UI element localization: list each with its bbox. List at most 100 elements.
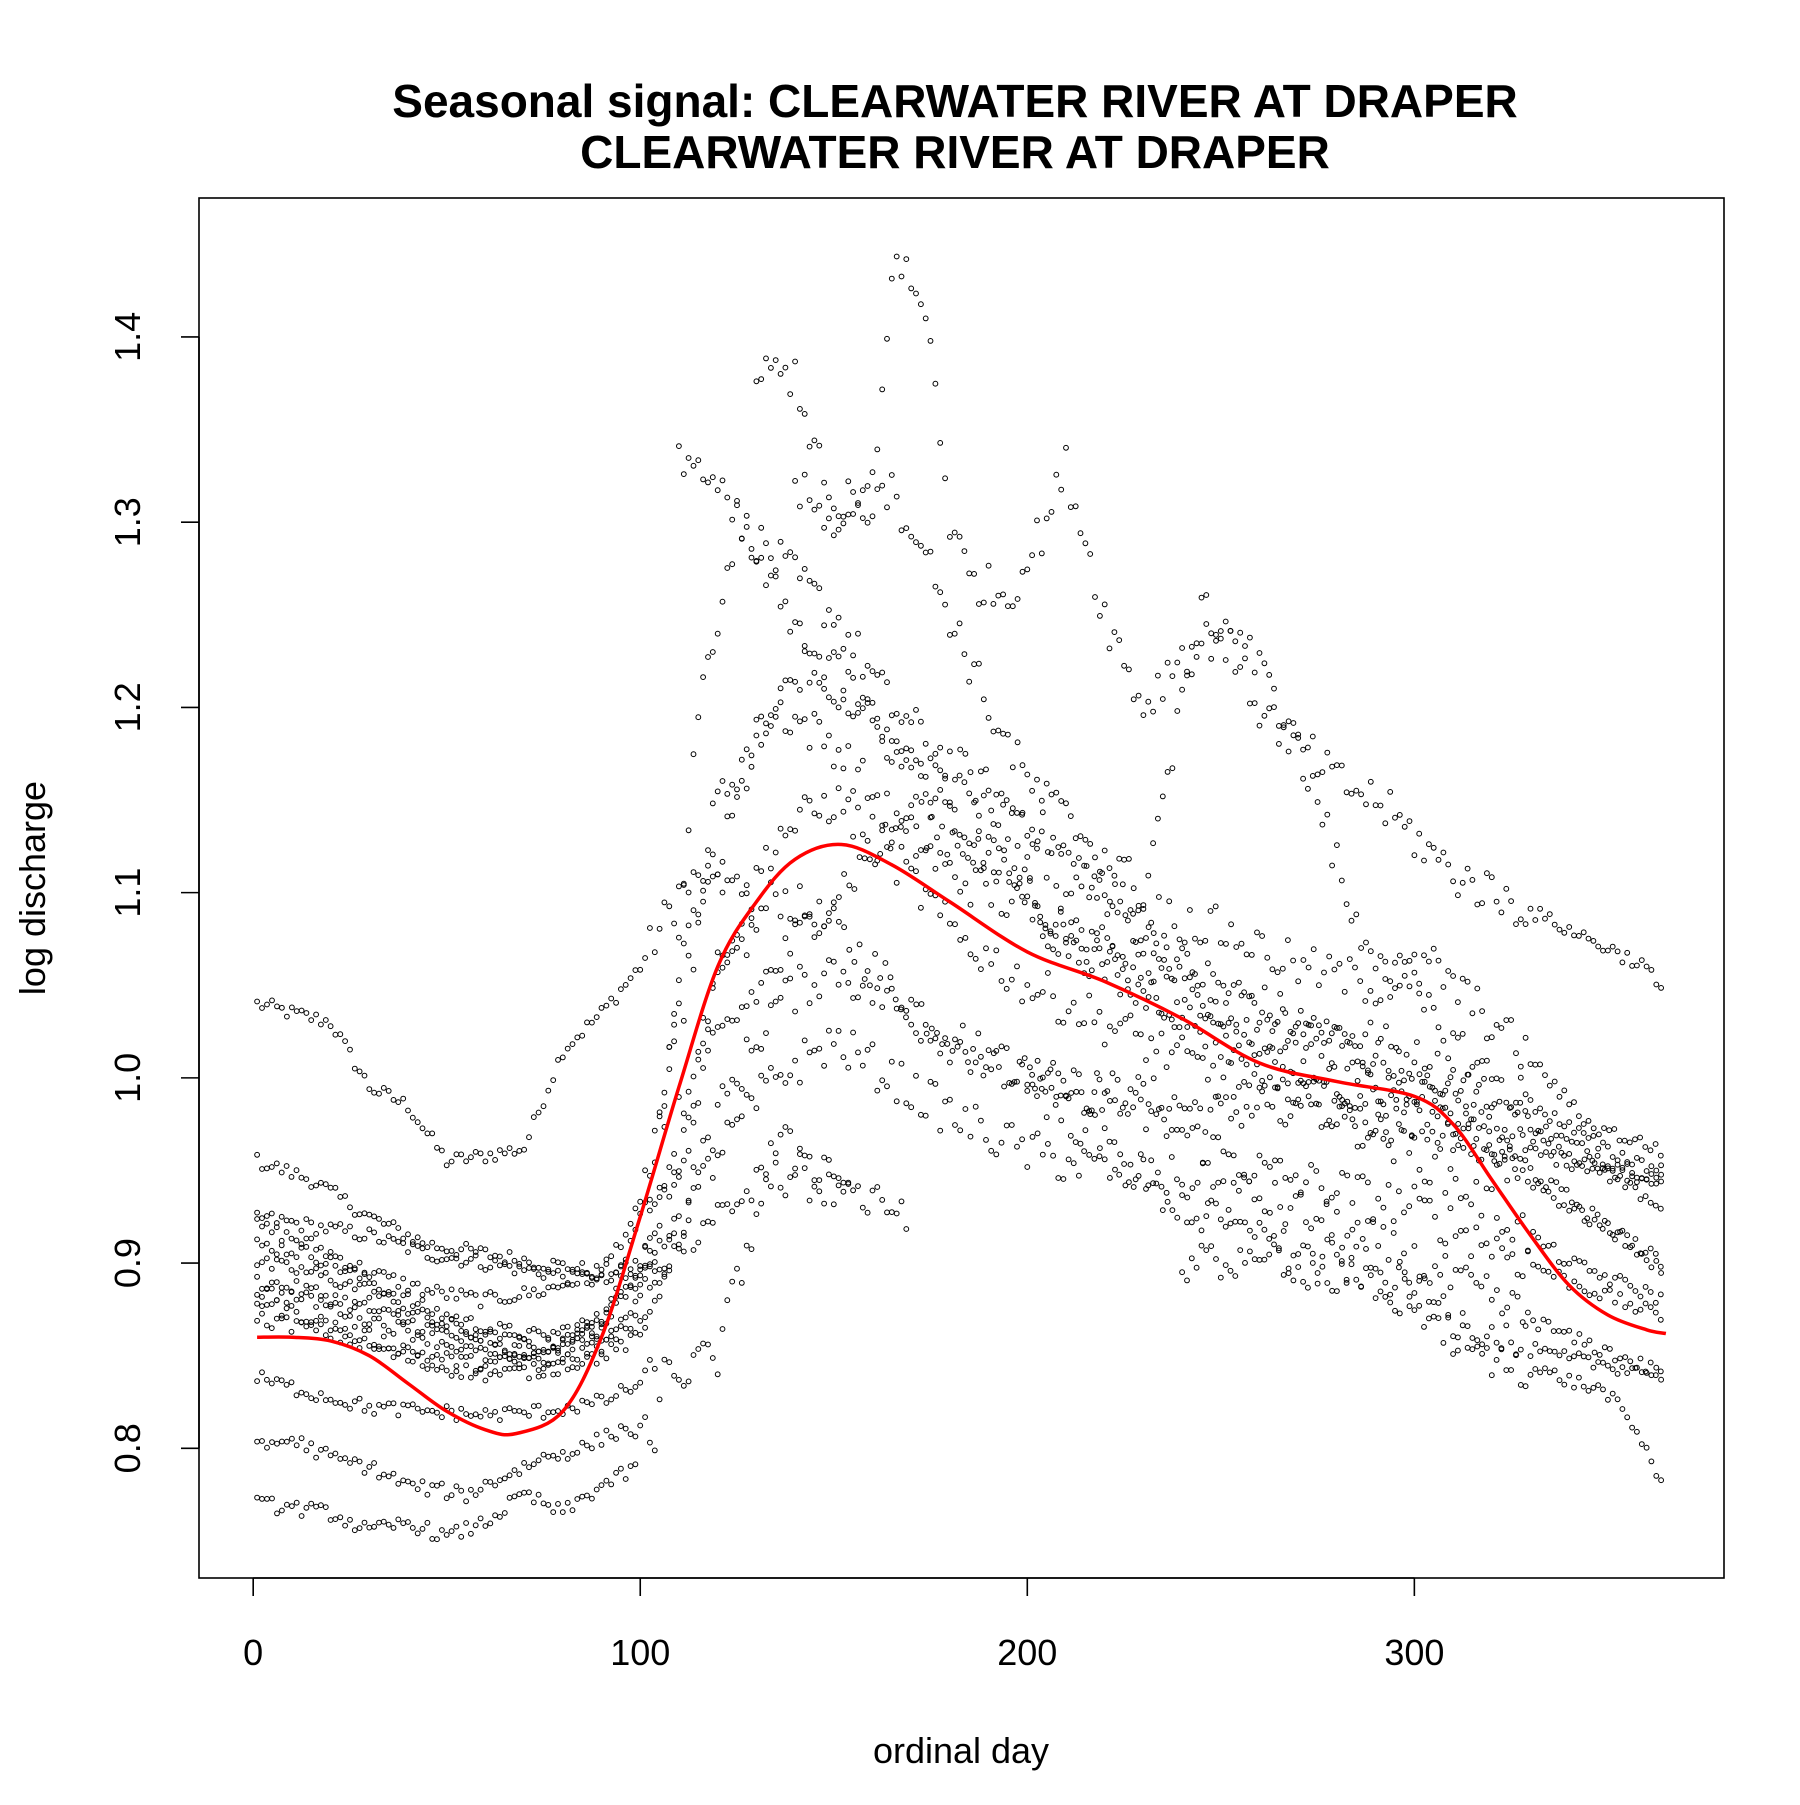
data-point [618, 1244, 624, 1251]
data-point [874, 1087, 881, 1094]
data-point [1303, 1020, 1309, 1027]
data-point [966, 840, 973, 847]
data-point [1336, 1103, 1343, 1110]
data-point [1530, 1317, 1536, 1324]
data-point [1021, 899, 1028, 906]
data-point [729, 781, 736, 788]
data-point [826, 607, 832, 613]
data-point [1068, 919, 1075, 926]
data-point [758, 1200, 765, 1207]
data-point [1236, 1042, 1242, 1049]
data-point [1571, 1339, 1578, 1346]
data-point [1450, 973, 1456, 979]
data-point [983, 880, 989, 887]
data-point [1590, 1125, 1597, 1132]
data-point [1308, 1022, 1314, 1029]
data-point [1161, 1116, 1167, 1123]
data-point [1176, 1024, 1183, 1031]
data-point [1126, 856, 1132, 862]
data-point [627, 1220, 634, 1227]
data-point [356, 1395, 363, 1402]
data-point [608, 1253, 615, 1260]
data-point [1600, 1359, 1606, 1366]
data-point [593, 1311, 600, 1317]
data-point [738, 535, 745, 542]
data-point [1632, 1288, 1639, 1294]
data-point [985, 562, 992, 569]
data-point [1637, 1293, 1644, 1300]
data-point [492, 1409, 499, 1415]
data-point [1292, 1023, 1299, 1030]
data-point [1551, 1348, 1558, 1355]
data-point [1543, 1123, 1549, 1130]
data-point [1576, 1125, 1582, 1131]
data-point [1561, 1381, 1568, 1388]
data-point [1053, 789, 1060, 796]
data-point [1657, 1263, 1664, 1270]
data-point [1421, 1065, 1428, 1072]
data-point [1434, 1113, 1441, 1120]
data-point [965, 855, 971, 861]
data-point [632, 1298, 639, 1305]
data-point [830, 899, 837, 906]
data-point [1621, 1137, 1628, 1144]
data-point [1034, 517, 1040, 524]
data-point [380, 1471, 387, 1478]
data-point [288, 1379, 295, 1386]
data-point [787, 628, 794, 635]
data-point [429, 1290, 436, 1296]
data-point [288, 1174, 295, 1180]
data-point [840, 968, 847, 975]
data-point [937, 589, 944, 596]
data-point [1343, 1276, 1350, 1283]
data-point [888, 472, 895, 478]
data-point [1292, 1193, 1299, 1199]
data-point [1271, 704, 1277, 710]
data-point [1380, 1059, 1387, 1066]
data-point [555, 1284, 561, 1291]
data-point [961, 834, 968, 841]
data-point [1561, 1123, 1568, 1130]
data-point [395, 1412, 402, 1419]
data-point [835, 747, 842, 753]
data-point [289, 1503, 295, 1509]
data-point [1086, 894, 1093, 901]
data-point [434, 1305, 440, 1312]
data-point [676, 934, 682, 941]
data-point [361, 1235, 368, 1242]
data-point [676, 1376, 682, 1383]
data-point [1184, 1132, 1191, 1139]
data-point [1457, 1267, 1464, 1274]
data-point [1440, 1037, 1447, 1044]
data-point [347, 1204, 353, 1211]
data-point [1203, 592, 1210, 598]
data-point [656, 925, 663, 932]
data-point [439, 1288, 445, 1295]
data-point [709, 873, 716, 880]
data-point [1169, 1207, 1176, 1213]
data-point [1267, 1012, 1273, 1019]
data-point [1086, 1152, 1093, 1158]
data-point [497, 1335, 503, 1342]
data-point [1169, 673, 1176, 679]
data-point [782, 888, 789, 895]
data-point [714, 1152, 721, 1159]
data-point [1339, 1170, 1345, 1176]
data-point [1445, 1080, 1451, 1087]
data-point [472, 1522, 479, 1529]
data-point [1158, 1030, 1165, 1037]
data-point [1137, 1151, 1144, 1158]
data-point [763, 540, 769, 547]
data-point [419, 1478, 426, 1485]
data-point [1537, 1105, 1543, 1112]
data-point [1638, 1441, 1645, 1447]
data-point [882, 821, 889, 828]
data-point [414, 1280, 421, 1287]
data-point [443, 1295, 450, 1301]
data-point [1473, 1088, 1480, 1095]
data-point [867, 982, 873, 989]
data-point [1135, 1173, 1142, 1179]
data-point [1009, 805, 1016, 812]
data-point [978, 768, 984, 775]
data-point [846, 882, 853, 889]
